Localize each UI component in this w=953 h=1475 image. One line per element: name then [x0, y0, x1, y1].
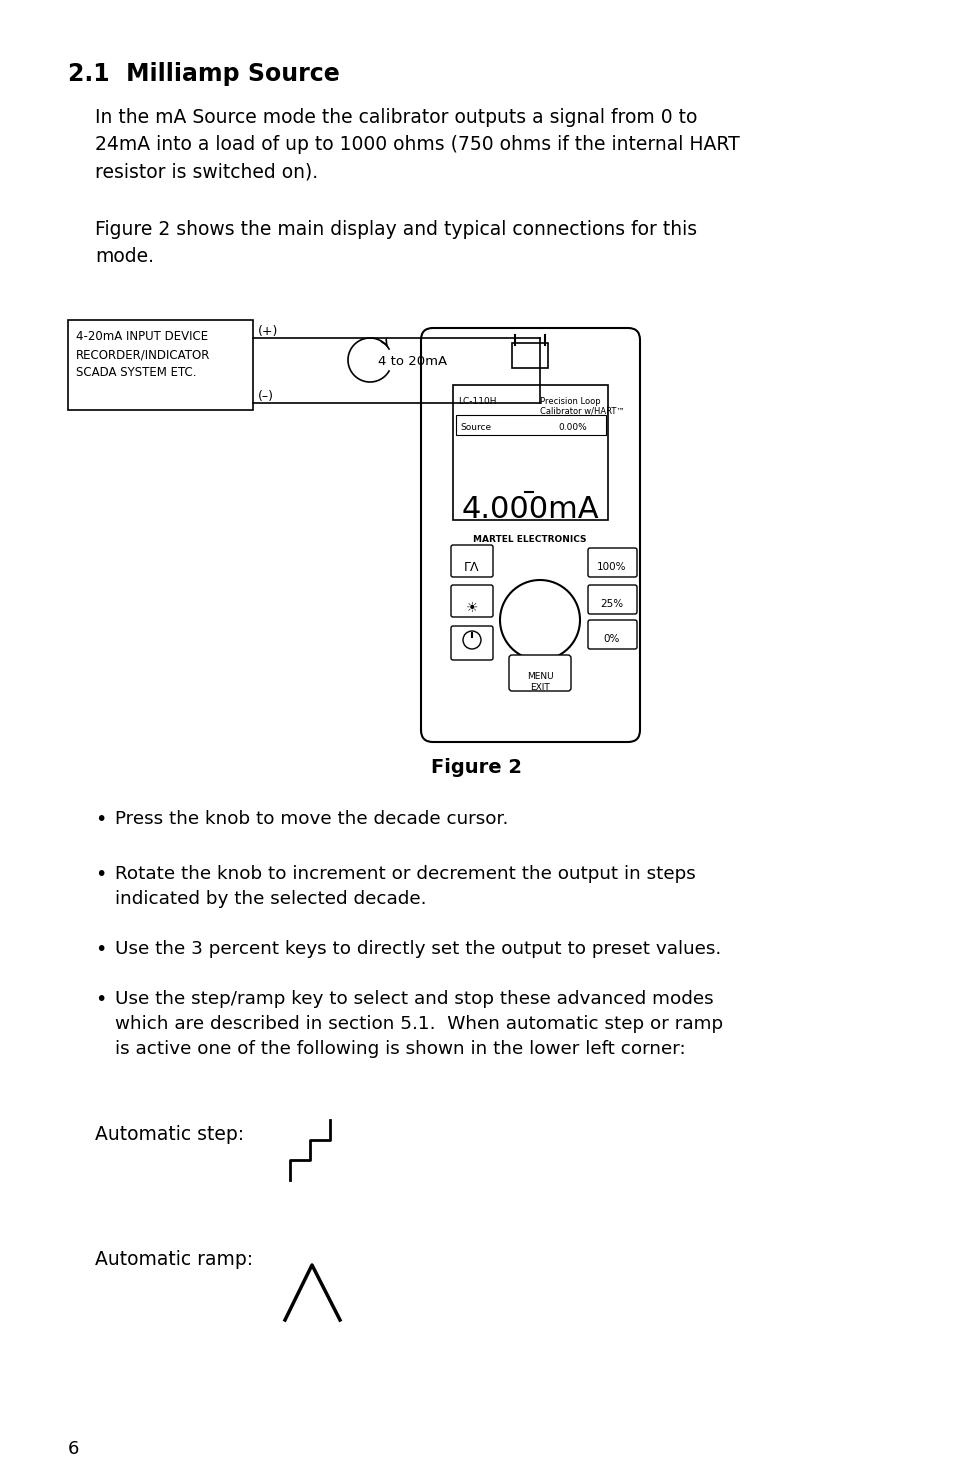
Text: Use the 3 percent keys to directly set the output to preset values.: Use the 3 percent keys to directly set t…	[115, 940, 720, 957]
Bar	[456, 414, 605, 435]
Text: •: •	[95, 810, 107, 829]
Text: MENU: MENU	[526, 673, 553, 681]
Text: 100%: 100%	[597, 562, 626, 572]
Text: Use the step/ramp key to select and stop these advanced modes
which are describe: Use the step/ramp key to select and stop…	[115, 990, 722, 1058]
Text: Figure 2 shows the main display and typical connections for this
mode.: Figure 2 shows the main display and typi…	[95, 220, 697, 267]
FancyBboxPatch shape	[451, 625, 493, 659]
Text: Automatic ramp:: Automatic ramp:	[95, 1249, 253, 1268]
Bar	[453, 385, 607, 521]
Text: 25%: 25%	[599, 599, 623, 609]
Text: Precision Loop: Precision Loop	[539, 397, 600, 406]
Text: (–): (–)	[257, 389, 274, 403]
Text: 0.00%: 0.00%	[558, 423, 586, 432]
Text: •: •	[95, 990, 107, 1009]
FancyBboxPatch shape	[587, 586, 637, 614]
Text: 4.000mA: 4.000mA	[460, 496, 598, 524]
Bar	[68, 320, 253, 410]
Text: •: •	[95, 940, 107, 959]
Text: ☀: ☀	[465, 600, 477, 615]
Text: (+): (+)	[257, 324, 278, 338]
FancyBboxPatch shape	[451, 586, 493, 617]
Text: 2.1  Milliamp Source: 2.1 Milliamp Source	[68, 62, 339, 86]
Text: 6: 6	[68, 1440, 79, 1457]
Text: LC-110H: LC-110H	[457, 397, 496, 406]
Text: In the mA Source mode the calibrator outputs a signal from 0 to
24mA into a load: In the mA Source mode the calibrator out…	[95, 108, 739, 181]
Text: Automatic step:: Automatic step:	[95, 1125, 244, 1145]
Text: Press the knob to move the decade cursor.: Press the knob to move the decade cursor…	[115, 810, 508, 827]
FancyBboxPatch shape	[420, 327, 639, 742]
FancyBboxPatch shape	[587, 620, 637, 649]
Text: Rotate the knob to increment or decrement the output in steps
indicated by the s: Rotate the knob to increment or decremen…	[115, 864, 695, 909]
FancyBboxPatch shape	[451, 544, 493, 577]
Text: MARTEL ELECTRONICS: MARTEL ELECTRONICS	[473, 535, 586, 544]
Text: Calibrator w/HART™: Calibrator w/HART™	[539, 407, 624, 416]
FancyBboxPatch shape	[587, 549, 637, 577]
Text: Source: Source	[459, 423, 491, 432]
Bar	[512, 344, 547, 367]
Text: 0%: 0%	[603, 634, 619, 645]
Text: 4 to 20mA: 4 to 20mA	[377, 355, 447, 367]
Text: Figure 2: Figure 2	[431, 758, 522, 777]
Text: •: •	[95, 864, 107, 884]
Text: EXIT: EXIT	[530, 683, 549, 692]
FancyBboxPatch shape	[509, 655, 571, 690]
Text: ΓΛ: ΓΛ	[464, 560, 479, 574]
Text: 4-20mA INPUT DEVICE
RECORDER/INDICATOR
SCADA SYSTEM ETC.: 4-20mA INPUT DEVICE RECORDER/INDICATOR S…	[76, 330, 211, 379]
